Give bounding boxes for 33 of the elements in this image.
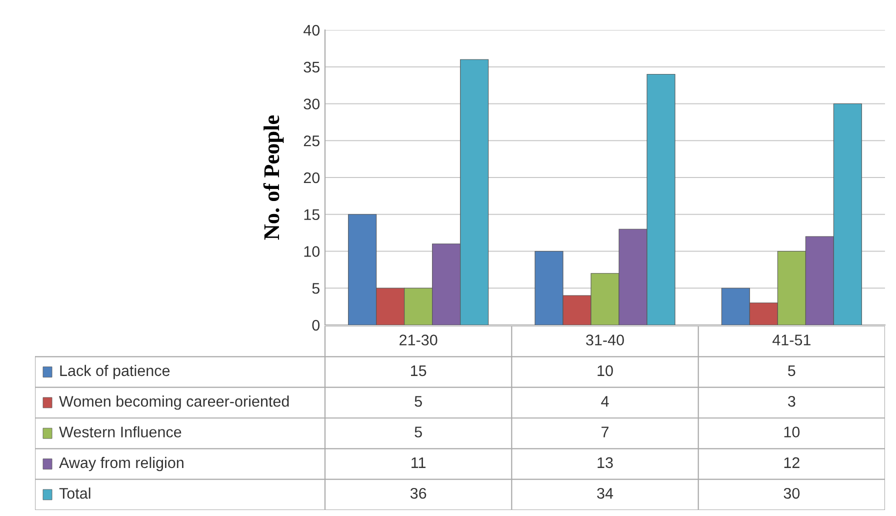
data-label: 12 xyxy=(784,457,800,468)
x-tick-label: 31-40 xyxy=(586,334,624,346)
legend-label: Women becoming career-oriented xyxy=(59,396,289,410)
data-label: 5 xyxy=(414,426,422,438)
x-tick-label: 41-51 xyxy=(772,334,810,346)
y-tick-label: 20 xyxy=(304,172,320,184)
y-tick-label: 10 xyxy=(304,246,320,257)
data-label: 36 xyxy=(410,488,426,499)
legend-label: Away from religion xyxy=(59,456,184,472)
data-label: 13 xyxy=(598,457,613,468)
data-label: 10 xyxy=(598,365,613,376)
data-label: 10 xyxy=(784,426,800,438)
legend-label: Western Influence xyxy=(59,426,182,438)
y-axis-title: No. of People xyxy=(263,115,284,240)
data-label: 34 xyxy=(597,488,614,499)
legend-label: Total xyxy=(59,488,90,499)
y-tick-label: 15 xyxy=(304,209,320,220)
data-label: 5 xyxy=(414,396,422,407)
y-tick-label: 30 xyxy=(304,98,320,110)
y-tick-label: 35 xyxy=(304,62,320,73)
y-tick-label: 5 xyxy=(312,283,320,294)
y-tick-label: 0 xyxy=(312,320,320,331)
data-label: 4 xyxy=(601,396,609,407)
data-label: 7 xyxy=(602,426,608,438)
data-label: 5 xyxy=(788,365,796,376)
data-label: 15 xyxy=(411,365,426,376)
y-tick-label: 40 xyxy=(304,24,320,36)
data-label: 11 xyxy=(412,457,426,468)
x-tick-label: 21-30 xyxy=(400,334,438,346)
data-label: 30 xyxy=(784,488,800,499)
data-label: 3 xyxy=(788,396,796,407)
legend-label: Lack of patience xyxy=(60,364,170,380)
y-tick-label: 25 xyxy=(304,135,320,146)
